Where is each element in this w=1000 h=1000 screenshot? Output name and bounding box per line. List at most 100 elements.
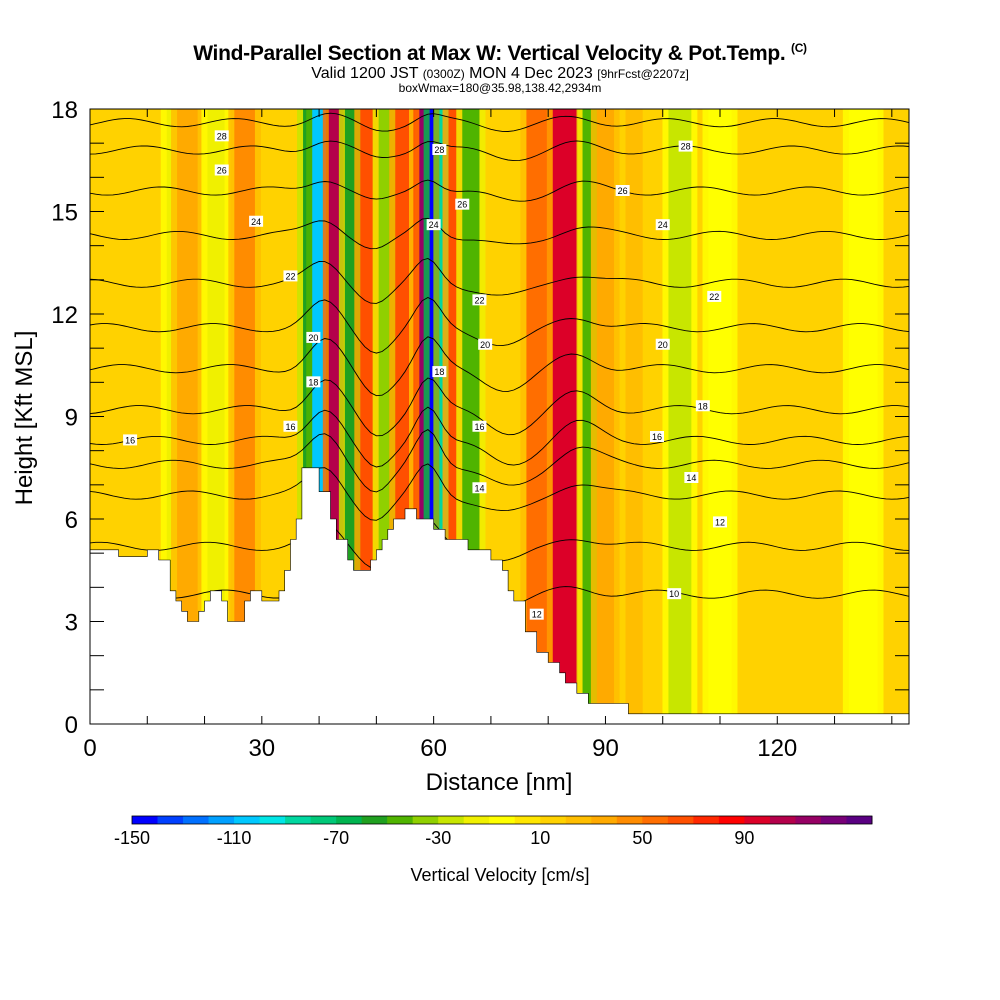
- isentrope-line: [90, 296, 909, 354]
- velocity-column: [708, 109, 732, 724]
- chart-title-main: Wind-Parallel Section at Max W: Vertical…: [193, 42, 786, 65]
- contour-label-bg: [249, 215, 264, 227]
- isentrope-line: [90, 258, 909, 304]
- contour-label-bg: [432, 366, 447, 378]
- colorbar-tick-label: -30: [425, 828, 451, 848]
- isentrope-line: [90, 429, 909, 493]
- colorbar-swatch: [820, 816, 847, 824]
- potential-temperature-contours: [90, 112, 909, 611]
- y-axis-label: Height [Kft MSL]: [11, 331, 38, 506]
- isentrope-line: [90, 377, 909, 437]
- contour-label: 18: [306, 376, 321, 388]
- colorbar-swatch: [285, 816, 312, 824]
- colorbar-tick-label: -70: [323, 828, 349, 848]
- colorbar-swatch: [616, 816, 643, 824]
- y-tick-label: 0: [65, 712, 78, 739]
- contour-label-text: 16: [125, 435, 135, 445]
- contour-label-bg: [306, 376, 321, 388]
- valid-prefix: Valid 1200 JST: [311, 65, 419, 82]
- contour-label: 20: [306, 331, 321, 343]
- colorbar-swatch: [157, 816, 184, 824]
- contour-label-bg: [615, 185, 630, 196]
- colorbar-swatch: [132, 816, 159, 824]
- contour-label: 12: [713, 516, 727, 528]
- isentrope-line: [90, 406, 909, 468]
- colorbar-tick-label: 90: [734, 828, 754, 848]
- y-tick-label: 6: [65, 507, 78, 534]
- colorbar-swatch: [514, 816, 541, 824]
- isentrope-line: [90, 140, 909, 162]
- plot-area: 28 26 24 22 20 18 16 16 28 26 24 22 20 18 16 14 12 28 26 24…: [90, 109, 909, 724]
- colorbar-swatch: [361, 816, 388, 824]
- contour-labels: 28 26 24 22 20 18 16 16 28 26 24 22 20 18 16 14 12 28 26 24…: [123, 130, 727, 620]
- contour-label-bg: [478, 338, 493, 350]
- colorbar-tick-labels: -150 -110 -70 -30 10 50 90: [114, 828, 754, 848]
- colorbar-tick-label: 10: [530, 828, 550, 848]
- velocity-column: [177, 109, 198, 724]
- contour-label: 18: [695, 400, 710, 412]
- colorbar-swatch: [387, 816, 414, 824]
- contour-label-text: 12: [532, 610, 542, 620]
- colorbar-swatch: [183, 816, 210, 824]
- contour-label-bg: [707, 290, 722, 302]
- x-tick-label: 120: [757, 735, 797, 762]
- contour-label: 14: [684, 472, 699, 483]
- colorbar-swatch: [769, 816, 796, 824]
- x-tick-label: 30: [248, 735, 275, 762]
- contour-label-text: 16: [474, 422, 484, 432]
- copyright-mark: (C): [791, 41, 807, 55]
- contour-label-bg: [283, 420, 298, 432]
- contour-label: 16: [472, 420, 487, 432]
- contour-label-text: 22: [474, 295, 484, 305]
- colorbar-tick-label: -150: [114, 828, 150, 848]
- contour-label: 22: [283, 270, 298, 282]
- contour-label-text: 14: [686, 473, 696, 483]
- isentrope-line: [90, 463, 909, 521]
- colorbar-swatch: [718, 816, 745, 824]
- contour-label-bg: [306, 331, 321, 343]
- colorbar-swatch: [846, 816, 873, 824]
- contour-label-bg: [432, 144, 447, 155]
- isentrope-line: [90, 112, 909, 132]
- colorbar-swatch: [412, 816, 439, 824]
- contour-label-bg: [426, 219, 441, 231]
- forecast-info: [9hrFcst@2207z]: [597, 67, 689, 81]
- contour-label-text: 28: [217, 131, 227, 141]
- contour-label-bg: [455, 198, 470, 210]
- isentrope-line: [90, 217, 909, 250]
- contour-label-text: 18: [698, 401, 708, 411]
- contour-label: 10: [667, 588, 682, 600]
- velocity-column: [668, 109, 692, 724]
- contour-label-text: 24: [429, 220, 439, 230]
- velocity-column: [207, 109, 225, 724]
- contour-label: 26: [214, 164, 229, 176]
- contour-label-bg: [655, 219, 670, 231]
- contour-label-text: 20: [308, 333, 318, 343]
- contour-label-bg: [529, 608, 544, 620]
- valid-date: MON 4 Dec 2023: [469, 65, 593, 82]
- contour-label: 28: [432, 144, 447, 155]
- contour-label: 16: [650, 431, 664, 442]
- velocity-column: [526, 109, 548, 724]
- contour-label-bg: [472, 420, 487, 432]
- contour-label: 18: [432, 366, 447, 378]
- colorbar-label: Vertical Velocity [cm/s]: [410, 865, 589, 885]
- colorbar-swatch: [336, 816, 363, 824]
- contour-label: 24: [426, 219, 441, 231]
- colorbar-swatch: [208, 816, 235, 824]
- contour-label: 16: [283, 420, 298, 432]
- colorbar-swatch: [540, 816, 567, 824]
- x-tick-label: 90: [592, 735, 619, 762]
- contour-label: 22: [707, 290, 722, 302]
- contour-label-text: 20: [658, 340, 668, 350]
- colorbar-swatch: [438, 816, 465, 824]
- terrain-mask: [90, 467, 909, 724]
- velocity-column: [625, 109, 643, 724]
- velocity-column: [596, 109, 615, 724]
- valid-time-line: Valid 1200 JST (0300Z) MON 4 Dec 2023 [9…: [0, 66, 1000, 82]
- contour-label: 28: [214, 130, 229, 142]
- y-tick-label: 3: [65, 610, 78, 637]
- contour-label-text: 18: [308, 377, 318, 387]
- contour-label-bg: [713, 516, 727, 528]
